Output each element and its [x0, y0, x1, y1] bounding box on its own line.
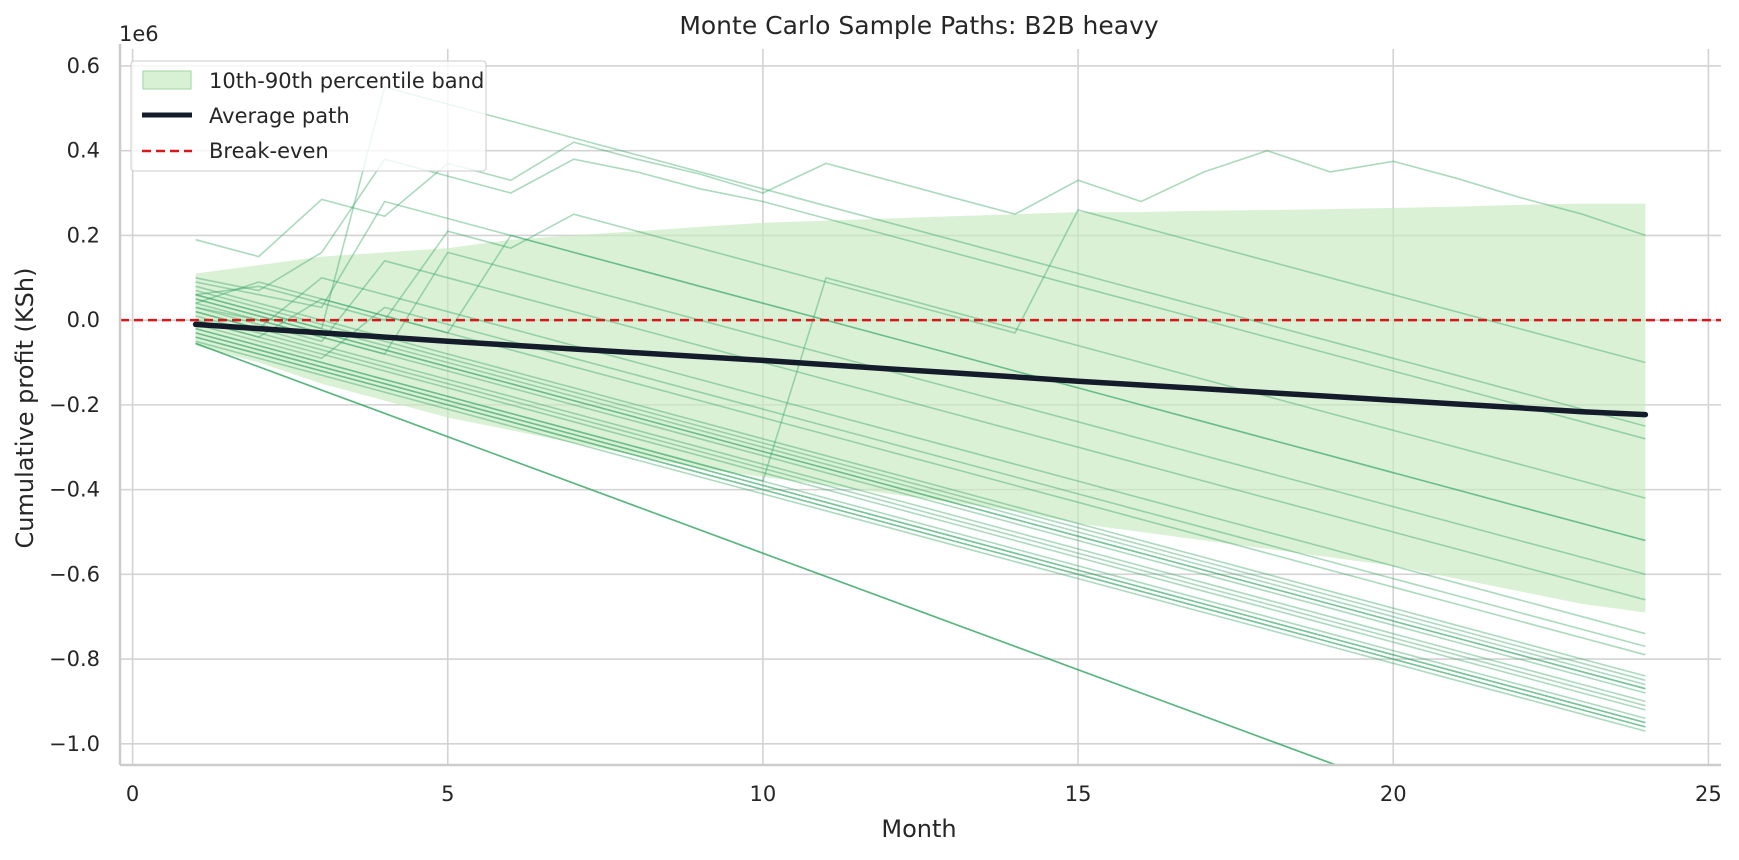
- sample-path-5: [195, 158, 1646, 440]
- sample-path-7: [195, 209, 1646, 364]
- sample-paths-layer: [195, 86, 1646, 765]
- y-tick-label-2: 0.2: [67, 223, 100, 247]
- x-tick-label-1: 5: [441, 782, 454, 806]
- y-tick-label-5: −0.4: [49, 478, 100, 502]
- axes: [118, 44, 1721, 767]
- sample-path-13: [195, 336, 1646, 728]
- sample-path-11: [195, 298, 1646, 656]
- sample-path-6: [195, 200, 1646, 542]
- legend-label-average: Average path: [209, 104, 350, 128]
- y-tick-label-1: 0.4: [67, 139, 100, 163]
- sample-path-16: [195, 332, 1646, 724]
- sample-path-20: [195, 306, 1646, 648]
- sample-path-17: [195, 289, 1646, 682]
- percentile-band: [195, 203, 1646, 613]
- legend: 10th-90th percentile band Average path B…: [130, 60, 487, 172]
- sample-path-12: [195, 327, 1646, 720]
- sample-path-26: [195, 293, 1646, 686]
- y-tick-label-7: −0.8: [49, 647, 100, 671]
- sample-path-9: [195, 310, 1646, 703]
- sample-path-14: [195, 285, 1646, 677]
- x-tick-label-4: 20: [1380, 782, 1407, 806]
- legend-label-band: 10th-90th percentile band: [209, 69, 484, 93]
- sample-path-0: [195, 342, 1339, 765]
- y-axis-offset-label: 1e6: [119, 22, 159, 46]
- average-path-line: [192, 321, 1649, 418]
- sample-path-3: [195, 141, 1646, 258]
- chart-title: Monte Carlo Sample Paths: B2B heavy: [679, 11, 1159, 40]
- y-tick-label-8: −1.0: [49, 732, 100, 756]
- y-tick-label-3: 0.0: [67, 308, 100, 332]
- legend-label-breakeven: Break-even: [209, 139, 329, 163]
- x-tick-label-2: 10: [750, 782, 777, 806]
- sample-path-24: [195, 276, 1646, 499]
- sample-path-15: [195, 298, 1646, 690]
- sample-path-1: [195, 342, 1339, 765]
- tick-labels: 0 5 10 15 20 25 0.6 0.4 0.2 0.0 −0.2 −0.4 −0.6 −0.8 −1…: [49, 54, 1722, 806]
- sample-path-10: [195, 259, 1646, 601]
- percentile-band-layer: [195, 203, 1646, 613]
- y-tick-label-6: −0.6: [49, 562, 100, 586]
- sample-path-18: [195, 315, 1646, 707]
- legend-band-swatch: [142, 70, 192, 90]
- sample-path-28: [195, 298, 1646, 690]
- sample-path-29: [195, 332, 1646, 724]
- x-tick-label-5: 25: [1695, 782, 1722, 806]
- sample-path-21: [195, 276, 1646, 635]
- y-tick-label-4: −0.2: [49, 393, 100, 417]
- y-axis-label: Cumulative profit (KSh): [11, 268, 39, 549]
- average-path-layer: [192, 321, 1649, 418]
- sample-path-25: [195, 319, 1646, 711]
- sample-path-19: [195, 234, 1646, 542]
- x-tick-label-0: 0: [126, 782, 139, 806]
- sample-path-23: [195, 251, 1646, 576]
- sample-path-2: [195, 342, 1339, 765]
- sample-path-22: [195, 340, 1646, 732]
- y-tick-label-0: 0.6: [67, 54, 100, 78]
- legend-frame: [130, 60, 487, 172]
- sample-path-8: [195, 302, 1646, 694]
- sample-path-27: [195, 336, 1646, 728]
- x-axis-label: Month: [881, 815, 956, 843]
- x-tick-label-3: 15: [1065, 782, 1092, 806]
